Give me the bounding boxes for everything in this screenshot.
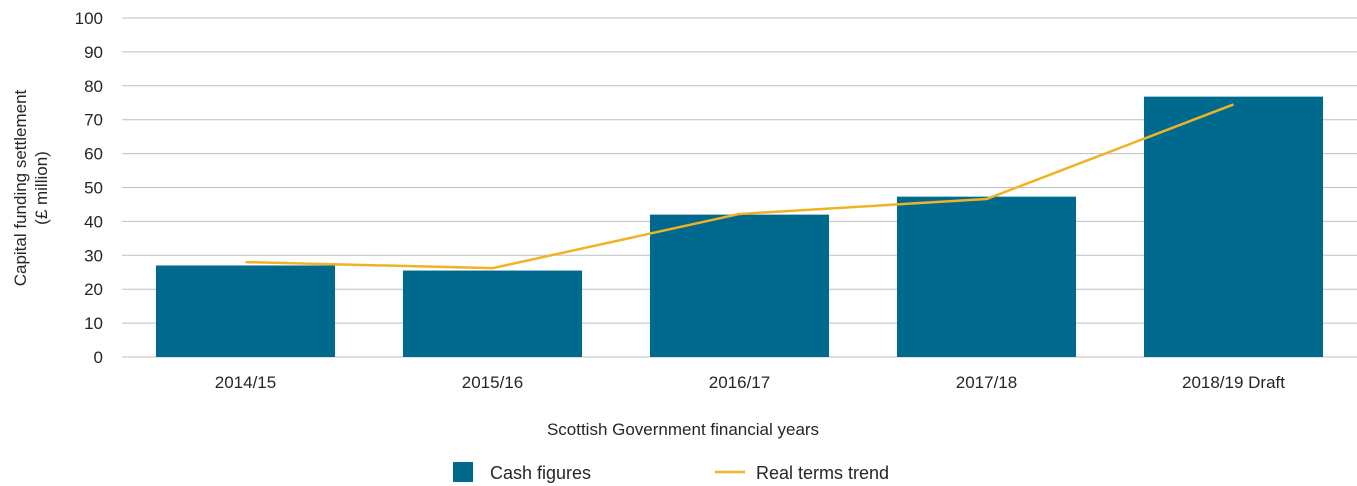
- y-tick-label: 70: [84, 111, 103, 130]
- x-tick-label: 2017/18: [956, 373, 1017, 392]
- bar-2018-19-draft: [1143, 96, 1324, 357]
- bar-2015-16: [402, 270, 583, 357]
- x-tick-label: 2015/16: [462, 373, 523, 392]
- y-axis-title: Capital funding settlement (£ million): [11, 89, 51, 286]
- x-tick-label: 2016/17: [709, 373, 770, 392]
- bars: [155, 96, 1324, 357]
- y-tick-label: 80: [84, 77, 103, 96]
- y-tick-label: 30: [84, 246, 103, 265]
- real-terms-trend-line: [245, 103, 1234, 270]
- x-tick-label: 2014/15: [215, 373, 276, 392]
- x-tick-labels: 2014/15 2015/16 2016/17 2017/18 2018/19 Draf…: [215, 373, 1286, 392]
- y-tick-label: 20: [84, 280, 103, 299]
- bar-2016-17: [649, 214, 830, 357]
- line-series: [245, 103, 1234, 270]
- y-axis-title-line1: Capital funding settlement: [11, 89, 30, 286]
- y-axis-title-line2: (£ million): [32, 151, 51, 225]
- y-tick-label: 10: [84, 314, 103, 333]
- bar-2017-18: [896, 196, 1077, 357]
- legend: Cash figures Real terms trend: [453, 462, 889, 483]
- y-tick-label: 50: [84, 179, 103, 198]
- bar-2014-15: [155, 265, 336, 357]
- y-tick-label: 0: [94, 348, 103, 367]
- y-tick-label: 100: [75, 9, 103, 28]
- y-tick-label: 40: [84, 212, 103, 231]
- y-tick-label: 60: [84, 145, 103, 164]
- y-tick-label: 90: [84, 43, 103, 62]
- legend-label-real-terms-trend: Real terms trend: [756, 463, 889, 483]
- legend-label-cash-figures: Cash figures: [490, 463, 591, 483]
- y-tick-labels: 0 10 20 30 40 50 60 70 80 90 100: [75, 9, 103, 367]
- legend-swatch-cash-figures: [453, 462, 473, 482]
- x-axis-title: Scottish Government financial years: [547, 420, 819, 439]
- x-tick-label: 2018/19 Draft: [1182, 373, 1285, 392]
